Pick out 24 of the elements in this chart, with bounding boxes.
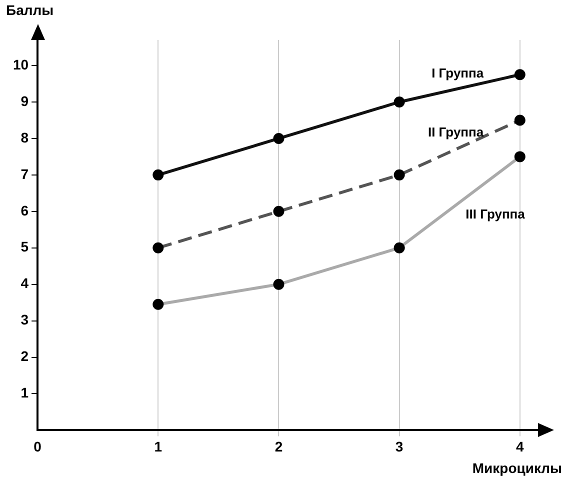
y-tick-label: 6: [20, 202, 29, 218]
series-label: II Группа: [428, 124, 484, 140]
y-tick-label: 10: [12, 56, 29, 72]
y-axis-title: Баллы: [6, 2, 54, 18]
series-label: I Группа: [432, 65, 484, 80]
y-tick-label: 1: [20, 384, 29, 401]
y-tick-label: 5: [20, 238, 29, 255]
x-tick-label: 2: [274, 438, 283, 454]
y-tick-label: 7: [20, 166, 29, 182]
x-tick-label: 4: [516, 438, 524, 454]
y-tick-label: 9: [20, 92, 29, 109]
point: [394, 96, 405, 108]
point: [152, 169, 164, 180]
point: [273, 132, 284, 144]
y-tick-label: 4: [20, 275, 29, 292]
series-label: III Группа: [466, 206, 526, 222]
y-tick-label: 8: [20, 129, 29, 146]
x-tick-label: 0: [34, 438, 42, 454]
x-tick-label: 3: [395, 438, 404, 454]
x-tick-label: 1: [154, 438, 162, 454]
y-tick-label: 3: [20, 312, 29, 328]
y-tick-label: 2: [20, 348, 29, 364]
x-axis-title: Микроциклы: [472, 460, 562, 476]
point: [514, 69, 526, 80]
